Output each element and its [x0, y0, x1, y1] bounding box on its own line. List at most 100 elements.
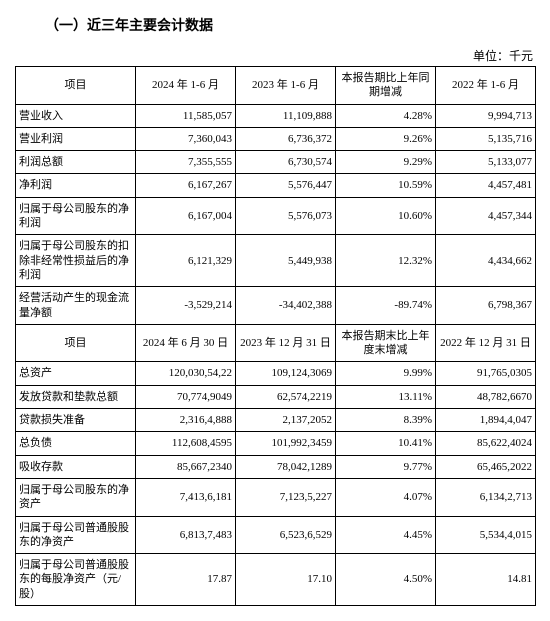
cell-value: 48,782,6670	[436, 385, 536, 408]
column-header: 2024 年 1-6 月	[136, 67, 236, 105]
cell-value: 4.28%	[336, 104, 436, 127]
column-header: 项目	[16, 324, 136, 362]
table-row: 归属于母公司普通股股东的净资产6,813,7,4836,523,6,5294.4…	[16, 516, 536, 554]
cell-value: 91,765,0305	[436, 362, 536, 385]
cell-value: 6,736,372	[236, 127, 336, 150]
row-label: 利润总额	[16, 151, 136, 174]
cell-value: 6,730,574	[236, 151, 336, 174]
table-header-row: 项目2024 年 6 月 30 日2023 年 12 月 31 日本报告期末比上…	[16, 324, 536, 362]
cell-value: 4,457,481	[436, 174, 536, 197]
table-row: 归属于母公司普通股股东的每股净资产（元/股）17.8717.104.50%14.…	[16, 554, 536, 606]
cell-value: 78,042,1289	[236, 455, 336, 478]
cell-value: 70,774,9049	[136, 385, 236, 408]
cell-value: 4,457,344	[436, 197, 536, 235]
table-row: 总负债112,608,4595101,992,345910.41%85,622,…	[16, 432, 536, 455]
table-row: 总资产120,030,54,22109,124,30699.99%91,765,…	[16, 362, 536, 385]
column-header: 2022 年 1-6 月	[436, 67, 536, 105]
row-label: 总负债	[16, 432, 136, 455]
table-row: 营业利润7,360,0436,736,3729.26%5,135,716	[16, 127, 536, 150]
cell-value: 9.99%	[336, 362, 436, 385]
cell-value: -3,529,214	[136, 287, 236, 325]
cell-value: 2,316,4,888	[136, 409, 236, 432]
cell-value: 11,109,888	[236, 104, 336, 127]
cell-value: 6,167,267	[136, 174, 236, 197]
cell-value: 1,894,4,047	[436, 409, 536, 432]
unit-label: 单位：千元	[15, 47, 535, 64]
cell-value: 10.41%	[336, 432, 436, 455]
row-label: 总资产	[16, 362, 136, 385]
cell-value: 120,030,54,22	[136, 362, 236, 385]
row-label: 归属于母公司股东的扣除非经常性损益后的净利润	[16, 235, 136, 287]
row-label: 归属于母公司普通股股东的净资产	[16, 516, 136, 554]
cell-value: 85,667,2340	[136, 455, 236, 478]
table-row: 利润总额7,355,5556,730,5749.29%5,133,077	[16, 151, 536, 174]
cell-value: 6,813,7,483	[136, 516, 236, 554]
table-header-row: 项目2024 年 1-6 月2023 年 1-6 月本报告期比上年同期增减202…	[16, 67, 536, 105]
cell-value: 14.81	[436, 554, 536, 606]
cell-value: 4.50%	[336, 554, 436, 606]
column-header: 本报告期比上年同期增减	[336, 67, 436, 105]
row-label: 吸收存款	[16, 455, 136, 478]
cell-value: 4.07%	[336, 478, 436, 516]
cell-value: 17.87	[136, 554, 236, 606]
cell-value: 6,523,6,529	[236, 516, 336, 554]
cell-value: -89.74%	[336, 287, 436, 325]
cell-value: 5,133,077	[436, 151, 536, 174]
cell-value: 12.32%	[336, 235, 436, 287]
table-row: 归属于母公司股东的净资产7,413,6,1817,123,5,2274.07%6…	[16, 478, 536, 516]
table-row: 贷款损失准备2,316,4,8882,137,20528.39%1,894,4,…	[16, 409, 536, 432]
cell-value: 5,576,073	[236, 197, 336, 235]
cell-value: 2,137,2052	[236, 409, 336, 432]
cell-value: 65,465,2022	[436, 455, 536, 478]
cell-value: 7,413,6,181	[136, 478, 236, 516]
cell-value: 5,135,716	[436, 127, 536, 150]
cell-value: 9,994,713	[436, 104, 536, 127]
cell-value: 8.39%	[336, 409, 436, 432]
cell-value: 11,585,057	[136, 104, 236, 127]
table-row: 吸收存款85,667,234078,042,12899.77%65,465,20…	[16, 455, 536, 478]
cell-value: 7,355,555	[136, 151, 236, 174]
cell-value: 4.45%	[336, 516, 436, 554]
cell-value: 9.26%	[336, 127, 436, 150]
cell-value: 7,123,5,227	[236, 478, 336, 516]
financial-table: 项目2024 年 1-6 月2023 年 1-6 月本报告期比上年同期增减202…	[15, 66, 536, 606]
table-row: 净利润6,167,2675,576,44710.59%4,457,481	[16, 174, 536, 197]
cell-value: 9.77%	[336, 455, 436, 478]
cell-value: 112,608,4595	[136, 432, 236, 455]
row-label: 归属于母公司股东的净资产	[16, 478, 136, 516]
cell-value: 13.11%	[336, 385, 436, 408]
cell-value: 7,360,043	[136, 127, 236, 150]
section-title: （一）近三年主要会计数据	[15, 15, 535, 35]
column-header: 本报告期末比上年度末增减	[336, 324, 436, 362]
row-label: 归属于母公司普通股股东的每股净资产（元/股）	[16, 554, 136, 606]
cell-value: 6,134,2,713	[436, 478, 536, 516]
row-label: 净利润	[16, 174, 136, 197]
cell-value: 17.10	[236, 554, 336, 606]
cell-value: 6,798,367	[436, 287, 536, 325]
cell-value: 101,992,3459	[236, 432, 336, 455]
column-header: 2023 年 12 月 31 日	[236, 324, 336, 362]
column-header: 2023 年 1-6 月	[236, 67, 336, 105]
row-label: 经营活动产生的现金流量净额	[16, 287, 136, 325]
row-label: 营业收入	[16, 104, 136, 127]
cell-value: 6,121,329	[136, 235, 236, 287]
column-header: 2024 年 6 月 30 日	[136, 324, 236, 362]
table-row: 发放贷款和垫款总额70,774,904962,574,221913.11%48,…	[16, 385, 536, 408]
table-row: 营业收入11,585,05711,109,8884.28%9,994,713	[16, 104, 536, 127]
cell-value: 10.60%	[336, 197, 436, 235]
row-label: 贷款损失准备	[16, 409, 136, 432]
cell-value: 109,124,3069	[236, 362, 336, 385]
cell-value: -34,402,388	[236, 287, 336, 325]
cell-value: 5,534,4,015	[436, 516, 536, 554]
table-row: 经营活动产生的现金流量净额-3,529,214-34,402,388-89.74…	[16, 287, 536, 325]
cell-value: 9.29%	[336, 151, 436, 174]
cell-value: 85,622,4024	[436, 432, 536, 455]
column-header: 项目	[16, 67, 136, 105]
row-label: 发放贷款和垫款总额	[16, 385, 136, 408]
cell-value: 10.59%	[336, 174, 436, 197]
table-row: 归属于母公司股东的净利润6,167,0045,576,07310.60%4,45…	[16, 197, 536, 235]
row-label: 营业利润	[16, 127, 136, 150]
cell-value: 5,449,938	[236, 235, 336, 287]
cell-value: 5,576,447	[236, 174, 336, 197]
table-row: 归属于母公司股东的扣除非经常性损益后的净利润6,121,3295,449,938…	[16, 235, 536, 287]
